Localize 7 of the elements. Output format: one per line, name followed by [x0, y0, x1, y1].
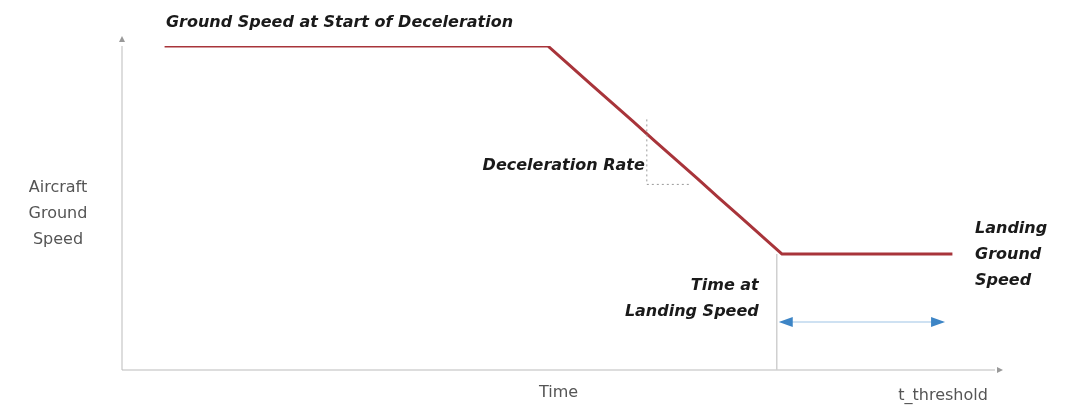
- annotation: Landing Ground Speed: [975, 218, 1048, 290]
- text: Ground Speed at Start of Deceleration: [165, 12, 514, 31]
- annotation: Time at Landing Speed: [624, 275, 761, 321]
- annotation: Deceleration Rate: [482, 155, 645, 175]
- text: t_threshold: [898, 385, 988, 405]
- y-axis-title: Aircraft Ground Speed: [28, 177, 88, 248]
- x-axis-title: Time: [537, 382, 579, 401]
